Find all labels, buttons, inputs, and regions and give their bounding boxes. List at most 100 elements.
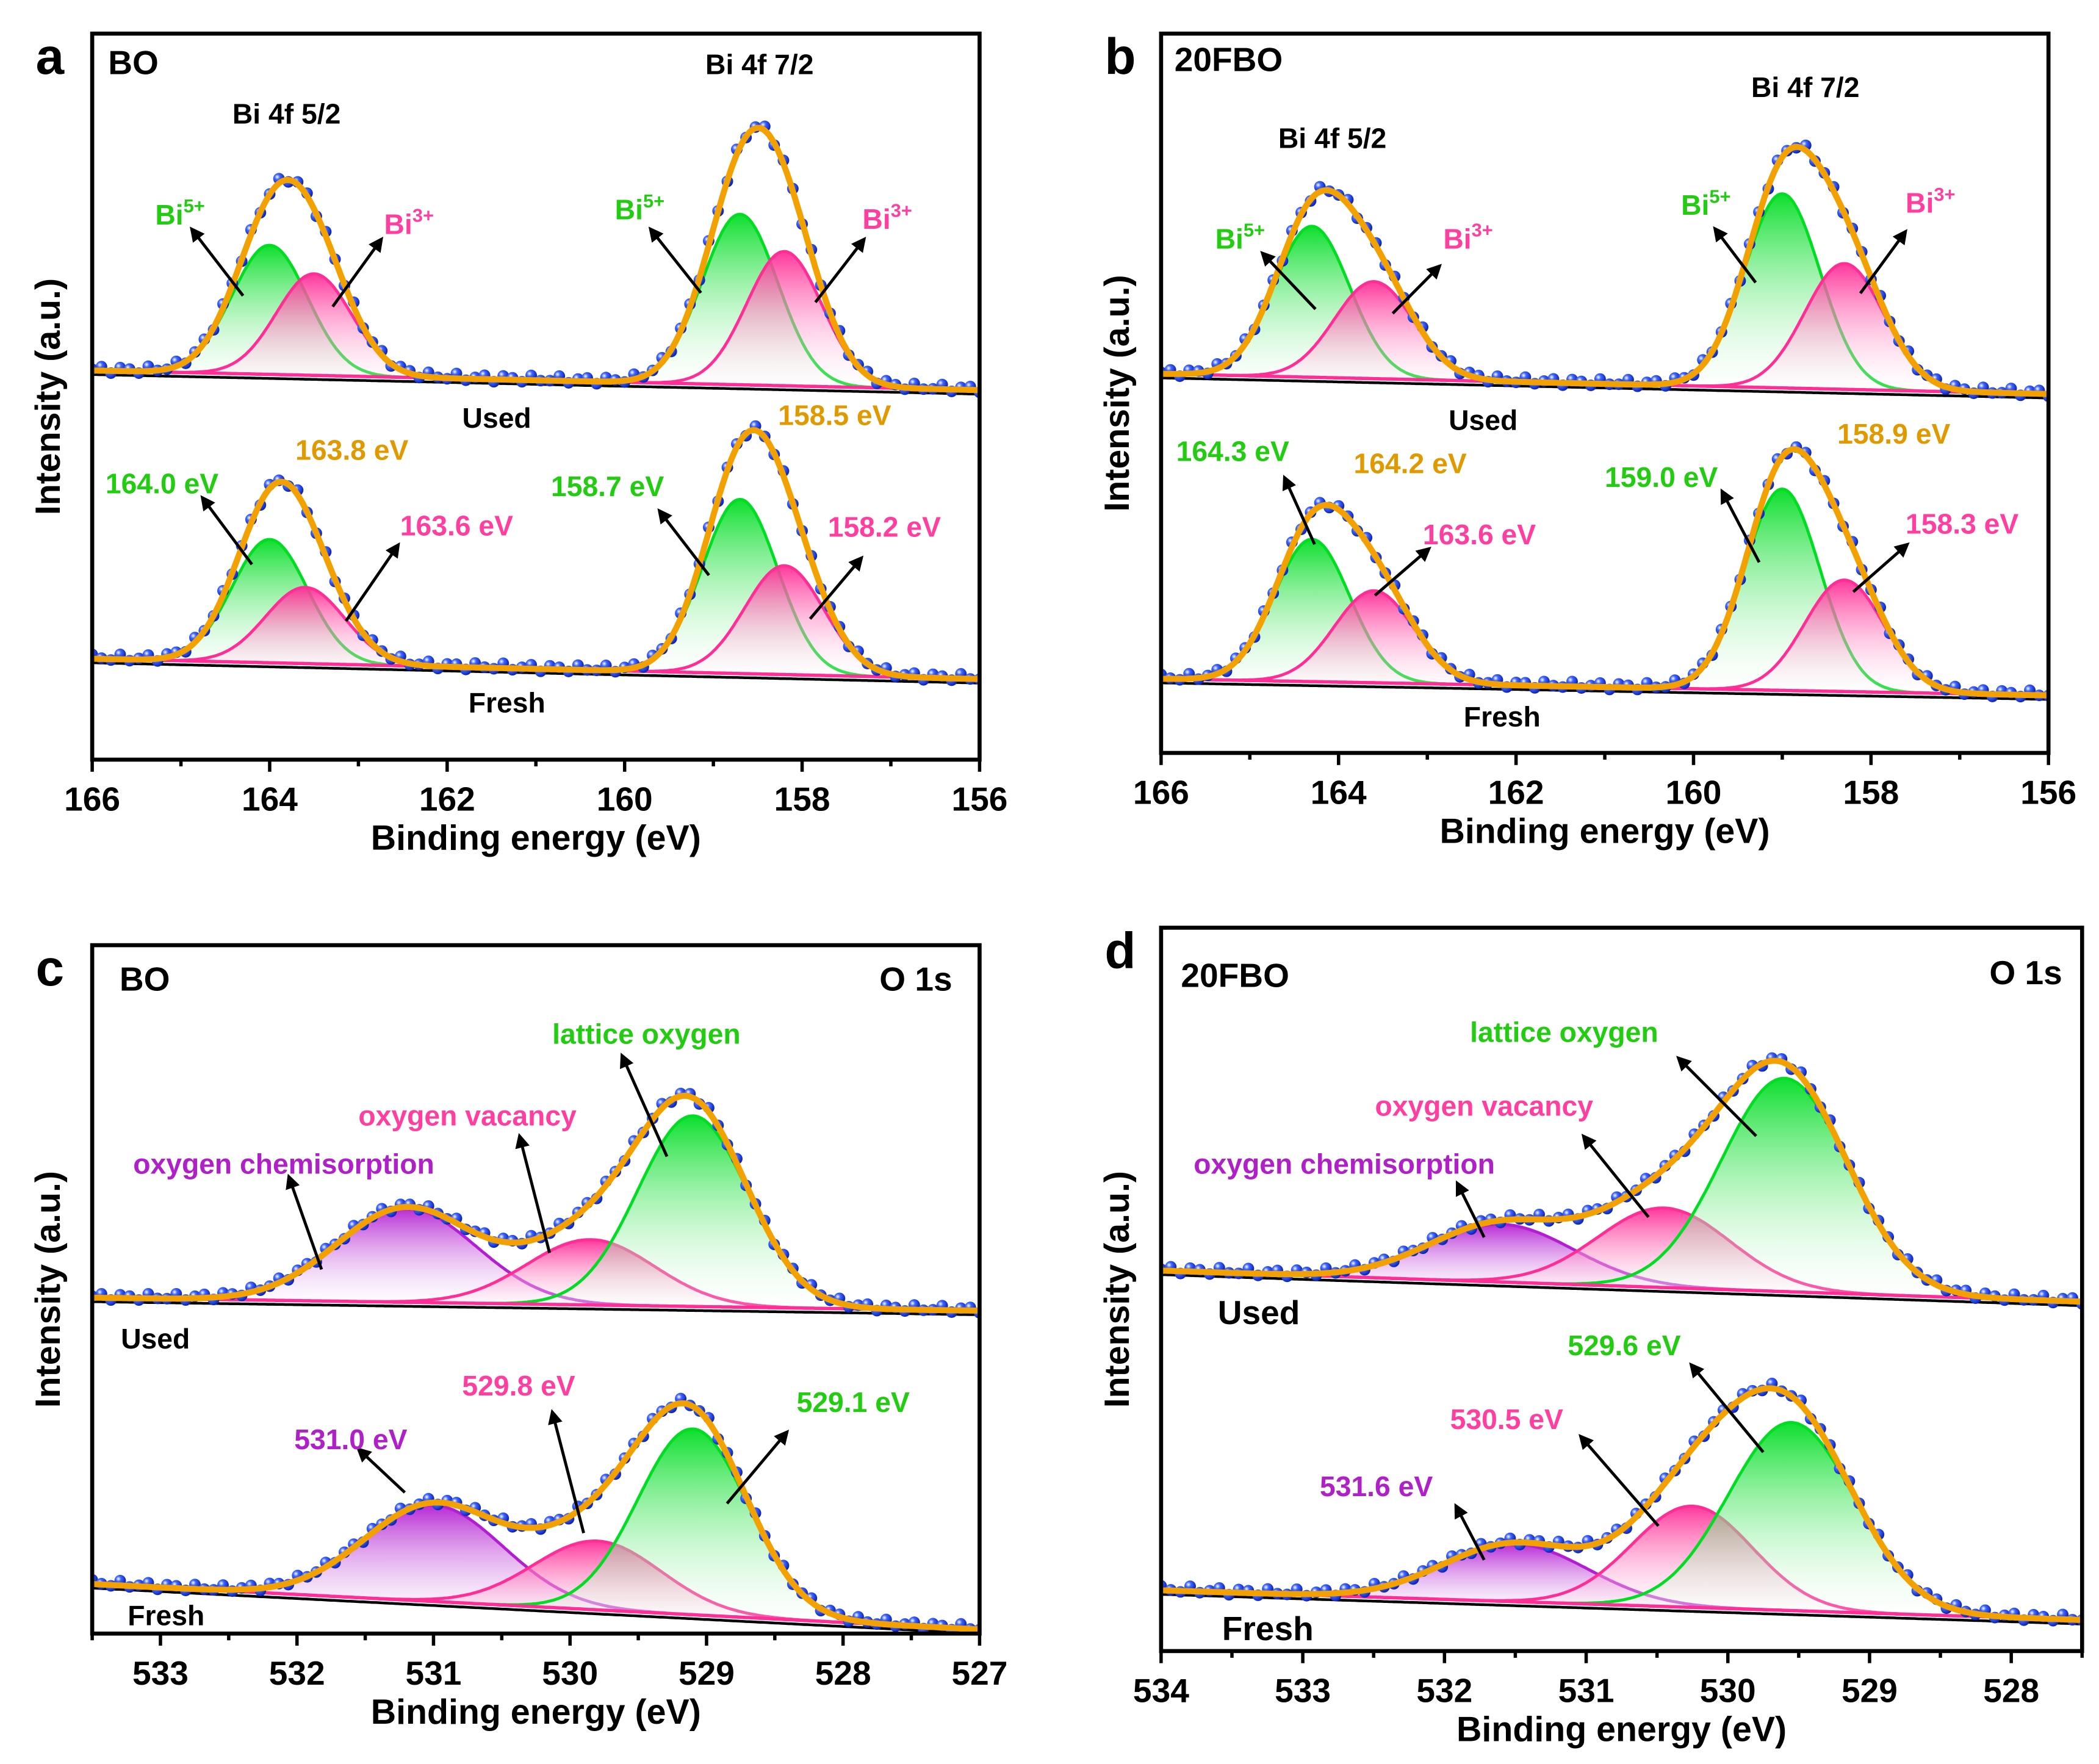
x-tick-label: 164 [1311,774,1367,812]
spectrum-fresh [92,1392,980,1634]
annotation-arrow [1581,1134,1650,1219]
annotation-label: 531.0 eV [294,1424,407,1455]
annotation-label: Fresh [1464,700,1541,732]
annotation-text: oxygen chemisorption [133,1148,434,1180]
annotation-arrow [515,1132,551,1253]
fit-envelope [92,1400,980,1633]
annotation-label: Bi5+ [155,195,204,231]
annotation-superscript: 5+ [1244,220,1265,241]
annotation-superscript: 3+ [1934,184,1955,205]
x-tick-label: 158 [1843,774,1899,812]
annotation-text: lattice oxygen [1470,1017,1658,1048]
spectrum-fresh [1161,1377,2083,1627]
annotation-text: oxygen vacancy [358,1100,577,1132]
annotation-label: Bi5+ [1215,220,1265,255]
annotation-label: Bi5+ [1681,185,1730,221]
annotation-arrow [1859,229,1907,295]
annotation-text: 164.0 eV [106,467,218,499]
x-axis-label: Binding energy (eV) [1440,812,1770,851]
spectrum-fresh [1161,441,2049,703]
fit-envelope [92,1092,980,1314]
annotation-label: lattice oxygen [552,1018,741,1049]
fit-envelope [1161,446,2049,699]
peak-fill-bi3-4f5-2 [92,587,980,679]
x-tick-label: 530 [1700,1672,1756,1710]
annotation-arrow [1852,542,1910,593]
annotation-arrow [725,1429,790,1505]
x-tick-label: 160 [597,780,653,818]
peak-fill-bi3-4f5-2 [92,273,980,391]
fit-envelope [1161,1057,2083,1305]
panel-d-o1s-20fbo: 534 533 532 531 530 529 528 Binding energy (eV)… [1098,922,2084,1749]
panel-letter: b [1104,27,1136,85]
annotation-text: 163.8 eV [295,434,408,466]
annotation-label: 163.6 eV [1423,519,1536,550]
x-tick-label: 166 [1133,774,1189,812]
annotation-arrow [1579,1434,1660,1527]
peak-fill-oxygen-vacancy [92,1541,980,1630]
annotation-text: 159.0 eV [1605,461,1718,493]
x-tick-label: 156 [951,780,1007,818]
annotation-label: 529.6 eV [1568,1330,1680,1361]
peak-fill-bi3-4f7-2 [1161,580,2049,696]
annotation-label: Used [1218,1294,1300,1331]
annotation-text: Bi [1215,223,1244,255]
peak-fill-lattice-oxygen [92,1115,980,1311]
annotation-label: Fresh [1222,1610,1314,1647]
annotation-label: oxygen vacancy [358,1100,577,1132]
annotation-label: oxygen vacancy [1375,1090,1594,1122]
annotation-arrow [286,1173,323,1270]
annotation-arrow [190,226,245,297]
x-tick-label: 529 [1842,1672,1898,1710]
spectrum-used [92,1087,980,1319]
background-line [92,1586,980,1634]
x-tick-label: 164 [242,780,298,818]
peak-fill-bi3-4f5-2 [1161,591,2049,696]
annotation-label: Bi 4f 7/2 [1751,71,1859,103]
peak-fill-lattice-oxygen [1161,1422,2083,1621]
annotation-label: 158.3 eV [1906,508,2018,539]
annotation-arrow [808,555,864,620]
annotation-arrow [814,236,866,303]
annotation-text: Bi 4f 7/2 [1751,71,1859,103]
annotation-label: oxygen chemisorption [1194,1148,1495,1179]
spectrum-fresh [92,420,980,686]
annotation-arrow [1455,1180,1486,1238]
plot-area [92,1087,980,1634]
annotation-text: Bi [1906,187,1934,219]
annotation-text: Bi [384,208,412,240]
annotation-text: 163.6 eV [1423,519,1536,550]
plot-area [1161,139,2049,703]
spectrum-used [1161,1052,2083,1310]
annotation-text: Fresh [1222,1610,1314,1647]
peak-fill-bi5-4f5-2 [1161,226,2049,394]
x-tick-label: 528 [1983,1672,2039,1710]
peak-fill-lattice-oxygen [92,1428,980,1630]
annotation-label: 164.3 eV [1176,435,1289,467]
spectrum-used [92,120,980,398]
x-tick-label: 533 [1275,1672,1331,1710]
annotation-arrow [1720,488,1761,563]
annotation-text: 529.6 eV [1568,1330,1680,1361]
annotation-text: Bi 4f 7/2 [705,49,813,81]
annotation-text: Bi 4f 5/2 [1278,123,1386,154]
panel-a-bi4f-bo: 166 164 162 160 158 156 Binding energy (eV) Int… [29,27,1007,857]
annotation-arrow [648,226,702,294]
x-tick-label: 534 [1133,1672,1189,1710]
annotation-label: 158.2 eV [828,511,941,543]
annotation-label: Bi 4f 5/2 [1278,123,1386,154]
annotation-label: 158.7 eV [551,470,664,502]
annotation-text: Used [1449,405,1518,436]
peak-fill-lattice-oxygen [1161,1078,2083,1302]
annotation-arrow [1713,226,1757,284]
annotation-text: 20FBO [1181,957,1289,995]
annotation-arrow [548,1409,585,1534]
annotation-label: 164.0 eV [106,467,218,499]
annotation-label: Fresh [469,687,545,719]
annotation-label: 20FBO [1181,957,1289,995]
annotation-arrow [356,1447,406,1494]
fit-envelope [1161,1385,2083,1623]
annotation-label: BO [120,960,170,998]
annotation-label: Fresh [128,1600,204,1632]
background-line [1161,376,2049,400]
